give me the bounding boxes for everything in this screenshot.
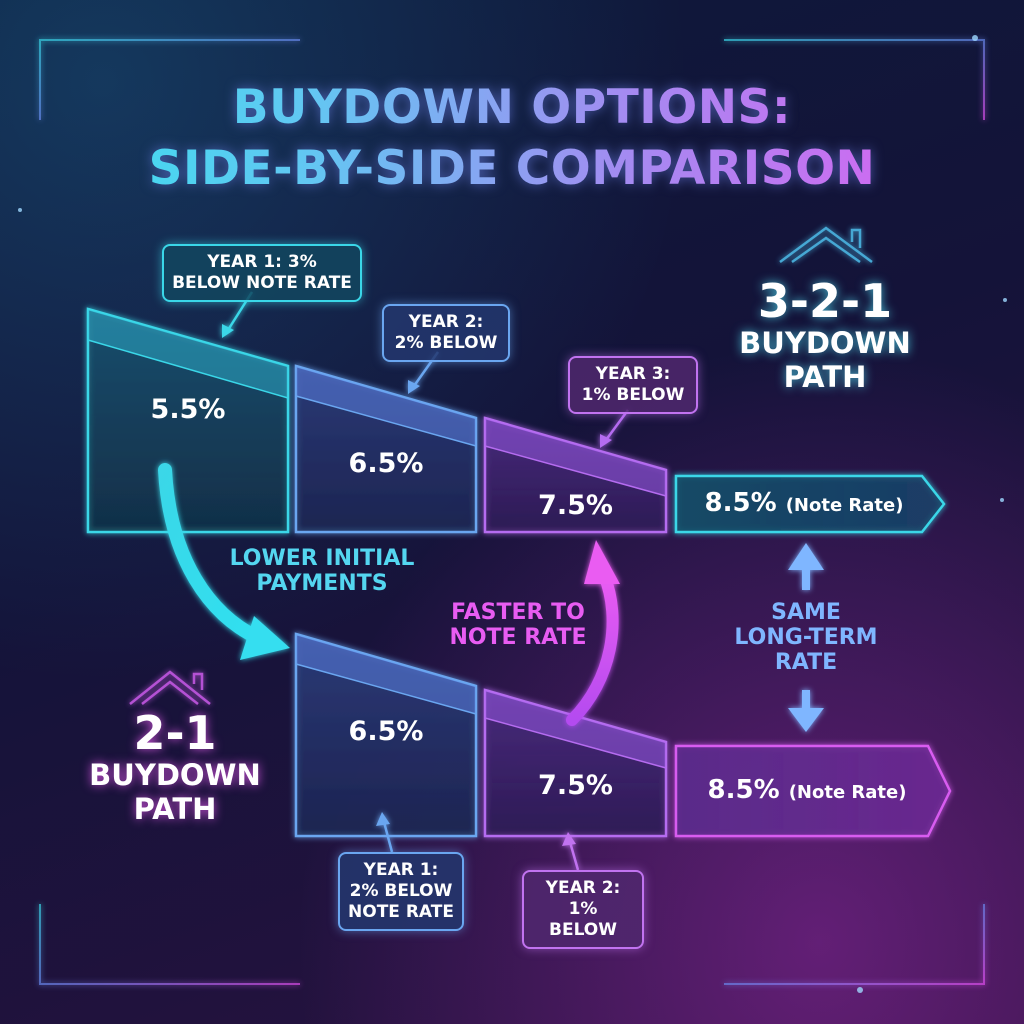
callout-321-year3: YEAR 3: 1% BELOW (568, 356, 698, 414)
page-title-line2: SIDE-BY-SIDE COMPARISON (0, 141, 1024, 197)
path-21-number: 2-1 (133, 706, 217, 760)
callout-line: 2% BELOW (394, 333, 498, 353)
note-rate-label: (Note Rate) (788, 782, 907, 803)
path-321-text2: PATH (783, 360, 867, 394)
frame-dots (18, 35, 1007, 993)
rate-321-year2: 6.5% (348, 448, 424, 479)
rate-321-year3: 7.5% (538, 490, 613, 521)
note-rate-value: 8.5% (707, 775, 780, 805)
faster-arrow (566, 540, 620, 726)
path-21-text2: PATH (133, 792, 217, 826)
callout-line: YEAR 1: 3% (207, 252, 317, 272)
flow-line: SAME (771, 600, 841, 625)
callout-321-year2: YEAR 2: 2% BELOW (382, 304, 510, 362)
callout-line: YEAR 2: (545, 878, 621, 898)
path-21-label: 2-1 BUYDOWN PATH (70, 708, 280, 826)
callout-line: 1% BELOW (549, 899, 617, 940)
callout-line: BELOW NOTE RATE (172, 273, 352, 293)
path-321-label: 3-2-1 BUYDOWN PATH (720, 276, 930, 394)
page-title-line1: BUYDOWN OPTIONS: (0, 80, 1024, 136)
path-21-steps (294, 632, 952, 838)
house-icon (779, 226, 873, 264)
step-21-year2-cap (484, 689, 667, 769)
step-21-note-rate (674, 744, 952, 838)
lower-initial-arrow (158, 463, 290, 660)
callout-line: YEAR 1: (363, 860, 439, 880)
flow-line: LONG-TERM (734, 625, 878, 650)
rate-21-year2: 7.5% (538, 770, 613, 801)
path-321-text1: BUYDOWN (739, 326, 911, 360)
path-321-steps (86, 307, 946, 534)
rate-321-year1: 5.5% (150, 394, 226, 425)
callout-321-year1: YEAR 1: 3% BELOW NOTE RATE (162, 244, 362, 302)
frame-border (39, 39, 985, 985)
step-321-year1-cap (87, 308, 289, 399)
rate-21-year1: 6.5% (348, 716, 424, 747)
note-rate-label: (Note Rate) (785, 495, 904, 516)
note-rate-value: 8.5% (704, 488, 777, 518)
flow-line: LOWER INITIAL (229, 546, 415, 571)
lower-initial-text: LOWER INITIAL PAYMENTS (212, 546, 432, 596)
house-icon (129, 670, 211, 705)
path-321-number: 3-2-1 (757, 274, 893, 328)
flow-line: NOTE RATE (449, 625, 587, 650)
path-21-text1: BUYDOWN (89, 758, 261, 792)
callout-line: YEAR 3: (595, 364, 671, 384)
step-321-year3-cap (484, 417, 667, 497)
faster-text: FASTER TO NOTE RATE (428, 600, 608, 650)
flow-line: RATE (774, 650, 838, 675)
flow-line: FASTER TO (451, 600, 585, 625)
step-321-note-rate (674, 474, 946, 534)
same-rate-arrows (788, 543, 824, 732)
callout-line: 2% BELOW (349, 881, 453, 901)
step-21-year1-cap (295, 633, 477, 715)
callout-line: NOTE RATE (348, 902, 454, 922)
callout-line: 1% BELOW (581, 385, 685, 405)
same-rate-text: SAME LONG-TERM RATE (716, 600, 896, 675)
callout-line: YEAR 2: (408, 312, 484, 332)
rate-21-note: 8.5% (Note Rate) (676, 775, 938, 805)
callout-pointers-21 (376, 812, 580, 871)
callout-21-year1: YEAR 1: 2% BELOW NOTE RATE (338, 852, 464, 931)
step-321-year2-cap (295, 365, 477, 447)
flow-line: PAYMENTS (256, 571, 388, 596)
callout-21-year2: YEAR 2: 1% BELOW (522, 870, 644, 949)
rate-321-note: 8.5% (Note Rate) (676, 488, 932, 518)
